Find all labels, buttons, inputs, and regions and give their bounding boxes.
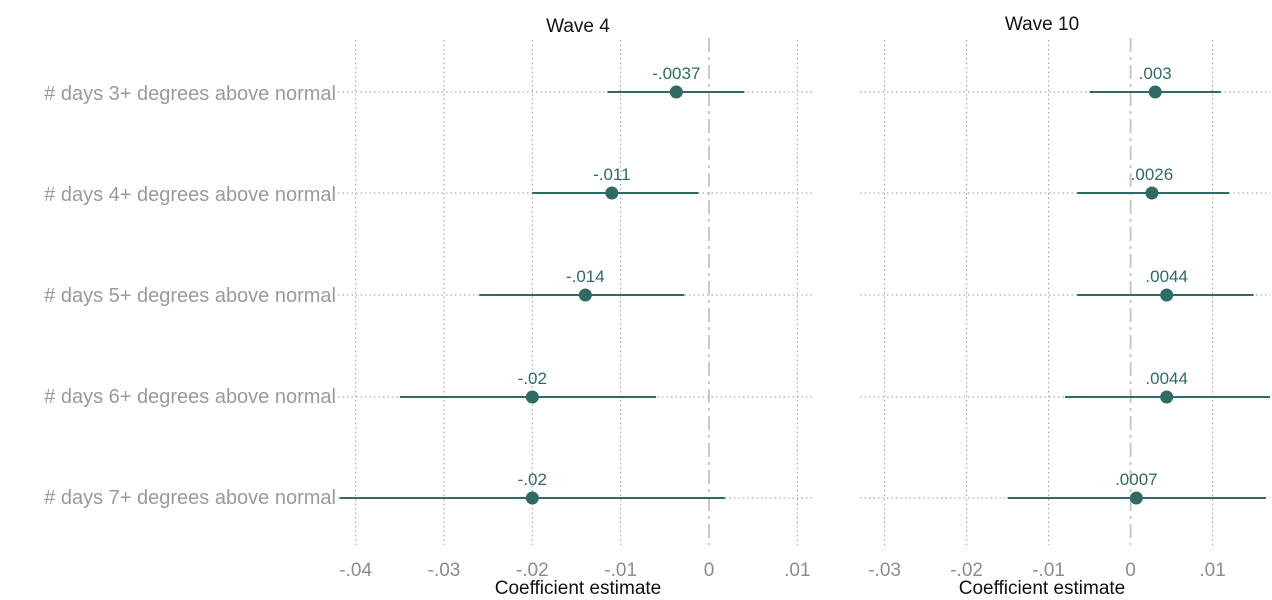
wave4-estimate-label-3: -.014 [566, 267, 605, 286]
wave4-x-tick-label: -.02 [516, 560, 549, 581]
panel-title-wave10: Wave 10 [1004, 14, 1080, 35]
wave4-estimate-label-4: -.02 [518, 369, 547, 388]
wave10-estimate-point-5 [1129, 491, 1143, 505]
wave10-x-tick-label: -.01 [1032, 560, 1065, 581]
wave10-estimate-label-5: .0007 [1115, 470, 1158, 489]
wave10-x-tick-label: .01 [1199, 560, 1225, 581]
x-axis-title-wave4: Coefficient estimate [494, 578, 662, 599]
y-label-4plus: # days 4+ degrees above normal [44, 184, 336, 206]
panel-title-wave4: Wave 4 [546, 16, 610, 37]
wave4-estimate-label-1: -.0037 [652, 64, 700, 83]
wave10-x-tick-label: -.02 [950, 560, 983, 581]
wave4-estimate-point-5 [525, 491, 539, 505]
y-label-7plus: # days 7+ degrees above normal [44, 487, 336, 509]
wave4-x-tick-label: 0 [704, 560, 715, 581]
wave10-estimate-label-3: .0044 [1145, 267, 1188, 286]
wave4-estimate-point-4 [525, 390, 539, 404]
wave4-estimate-label-5: -.02 [518, 470, 547, 489]
wave10-estimate-point-4 [1160, 390, 1174, 404]
wave4-estimate-label-2: -.011 [593, 165, 631, 184]
wave4-x-tick-label: -.03 [428, 560, 461, 581]
wave4-x-tick-label: -.01 [604, 560, 637, 581]
wave10-x-tick-label: -.03 [868, 560, 901, 581]
wave4-x-tick-label: -.04 [339, 560, 372, 581]
wave10-estimate-label-2: .0026 [1131, 165, 1174, 184]
wave10-estimate-label-4: .0044 [1145, 369, 1188, 388]
wave4-estimate-point-2 [605, 186, 619, 200]
y-label-5plus: # days 5+ degrees above normal [44, 285, 336, 307]
x-axis-title-wave10: Coefficient estimate [958, 578, 1126, 599]
wave10-estimate-point-2 [1145, 186, 1159, 200]
wave10-estimate-label-1: .003 [1139, 64, 1172, 83]
wave10-estimate-point-1 [1148, 85, 1162, 99]
y-label-3plus: # days 3+ degrees above normal [44, 83, 336, 105]
wave10-x-tick-label: 0 [1125, 560, 1136, 581]
wave4-x-tick-label: .01 [784, 560, 810, 581]
wave10-estimate-point-3 [1160, 288, 1174, 302]
wave4-estimate-point-1 [669, 85, 683, 99]
wave4-estimate-point-3 [578, 288, 592, 302]
y-label-6plus: # days 6+ degrees above normal [44, 386, 336, 408]
